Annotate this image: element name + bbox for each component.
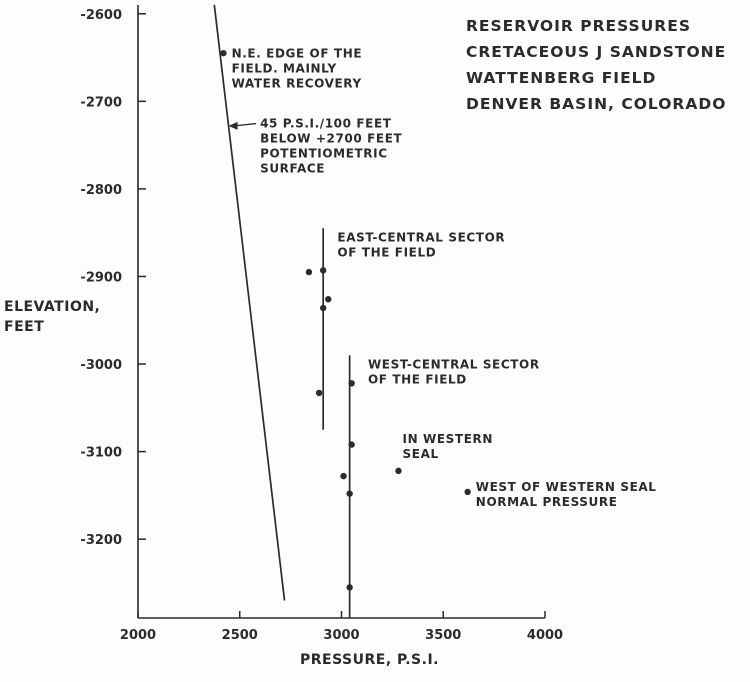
y-tick-label: -2700 — [80, 95, 122, 110]
annotation-text: WEST OF WESTERN SEAL NORMAL PRESSURE — [476, 480, 657, 509]
y-tick-label: -2800 — [80, 183, 122, 198]
x-axis-label: PRESSURE, P.S.I. — [300, 652, 439, 668]
y-tick-label: -3200 — [80, 533, 122, 548]
annotations: N.E. EDGE OF THE FIELD. MAINLY WATER RECOV… — [228, 47, 657, 509]
gradient-line — [213, 4, 286, 601]
data-point — [315, 389, 323, 397]
data-point — [319, 304, 327, 312]
annotation-arrow-line — [234, 122, 257, 127]
y-tick-label: -3100 — [80, 446, 122, 461]
data-point — [305, 268, 313, 276]
annotation-text: IN WESTERN SEAL — [403, 432, 493, 461]
chart-title: RESERVOIR PRESSURES CRETACEOUS J SANDSTON… — [466, 17, 726, 113]
data-points — [220, 49, 471, 591]
annotation-text: WEST-CENTRAL SECTOR OF THE FIELD — [368, 357, 540, 386]
annotation-text: EAST-CENTRAL SECTOR OF THE FIELD — [337, 230, 505, 259]
titles: RESERVOIR PRESSURES CRETACEOUS J SANDSTON… — [4, 17, 726, 668]
data-point — [346, 490, 353, 497]
data-point — [348, 441, 355, 448]
y-tick-label: -3000 — [80, 358, 122, 373]
x-tick-label: 4000 — [527, 628, 563, 643]
data-point — [346, 584, 353, 591]
data-point — [319, 267, 327, 274]
x-tick-label: 3500 — [425, 628, 461, 643]
data-point — [340, 472, 347, 480]
x-tick-label: 3000 — [323, 628, 359, 643]
data-point — [395, 467, 402, 475]
data-point — [325, 296, 332, 303]
data-point — [464, 488, 471, 496]
y-tick-label: -2900 — [80, 270, 122, 285]
ticks: -2600 -2700 -2800 -2900 -3000 -3100 -3200 2000 2… — [80, 8, 563, 643]
annotation-text: 45 P.S.I./100 FEET BELOW +2700 FEET POTENT… — [260, 117, 402, 176]
annotation-text: N.E. EDGE OF THE FIELD. MAINLY WATER RECOV… — [232, 47, 363, 91]
y-tick-label: -2600 — [80, 8, 122, 23]
trend-lines — [213, 4, 351, 618]
x-tick-label: 2000 — [120, 628, 156, 643]
annotation-arrow-head — [228, 121, 238, 130]
y-axis-label: ELEVATION, FEET — [4, 299, 100, 335]
data-point — [220, 49, 227, 57]
data-point — [348, 380, 355, 387]
x-tick-label: 2500 — [222, 628, 258, 643]
